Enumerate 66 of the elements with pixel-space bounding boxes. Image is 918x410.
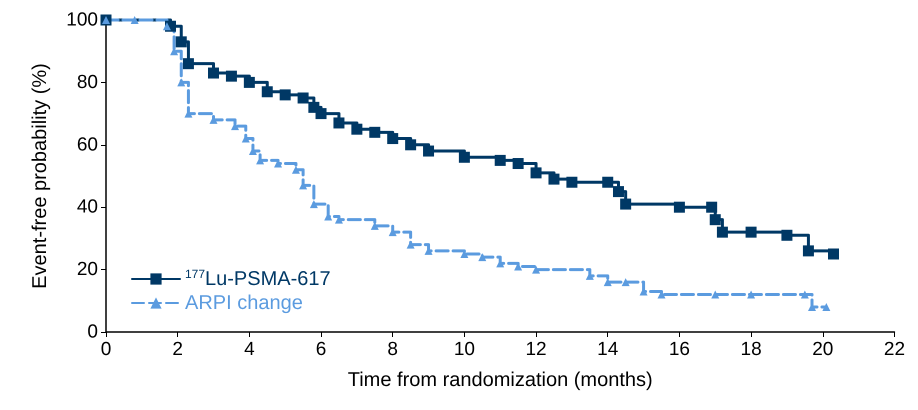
point	[548, 174, 560, 185]
point	[781, 230, 792, 241]
x-tick-label: 10	[454, 339, 475, 360]
point	[706, 202, 718, 213]
point	[458, 152, 470, 163]
point	[512, 158, 524, 170]
point	[532, 266, 540, 274]
point	[800, 290, 809, 299]
point	[746, 226, 757, 238]
legend-label: ARPI change	[185, 292, 303, 314]
point	[822, 303, 830, 312]
x-tick-label: 18	[740, 339, 762, 360]
point	[298, 92, 309, 104]
point	[406, 240, 415, 249]
point	[612, 186, 624, 198]
point	[716, 226, 728, 238]
point	[208, 68, 220, 79]
x-tick-label: 14	[597, 339, 619, 360]
point	[226, 70, 237, 82]
x-axis-title: Time from randomization (months)	[348, 369, 653, 391]
y-tick-label: 40	[76, 196, 98, 218]
x-tick-label: 2	[172, 339, 183, 360]
y-tick-label: 20	[76, 259, 98, 280]
y-tick-label: 0	[87, 322, 98, 342]
point	[177, 78, 186, 86]
point	[478, 253, 486, 262]
x-tick-label: 8	[387, 339, 398, 360]
point	[602, 176, 614, 188]
x-tick-label: 0	[100, 339, 112, 360]
point	[387, 133, 398, 144]
point	[244, 76, 255, 88]
point	[622, 278, 630, 286]
y-tick-label: 80	[76, 72, 98, 93]
x-tick-label: 20	[812, 339, 834, 360]
point	[351, 124, 362, 135]
point	[620, 198, 632, 210]
point	[747, 290, 756, 299]
point	[530, 167, 542, 178]
y-tick-label: 100	[66, 10, 98, 30]
y-axis-title: Event-free probability (%)	[29, 63, 51, 289]
point	[369, 126, 380, 138]
point	[316, 108, 327, 120]
point	[494, 154, 506, 166]
point	[130, 16, 139, 24]
point	[802, 245, 814, 256]
point	[162, 22, 171, 30]
x-tick-label: 12	[525, 339, 547, 360]
point	[182, 58, 194, 70]
point	[262, 86, 273, 98]
x-tick-label: 16	[668, 339, 690, 360]
point	[828, 248, 840, 260]
point	[280, 89, 291, 100]
point	[710, 214, 721, 226]
point	[405, 139, 416, 150]
x-tick-label: 6	[316, 339, 326, 360]
point	[711, 290, 720, 299]
point	[176, 36, 187, 48]
point	[423, 146, 434, 157]
point	[566, 176, 578, 188]
point	[674, 202, 685, 213]
point	[292, 166, 300, 174]
x-tick-label: 4	[244, 339, 256, 360]
point	[310, 200, 318, 208]
x-tick-label: 22	[884, 339, 906, 360]
point	[333, 117, 344, 128]
y-tick-label: 60	[76, 134, 98, 156]
